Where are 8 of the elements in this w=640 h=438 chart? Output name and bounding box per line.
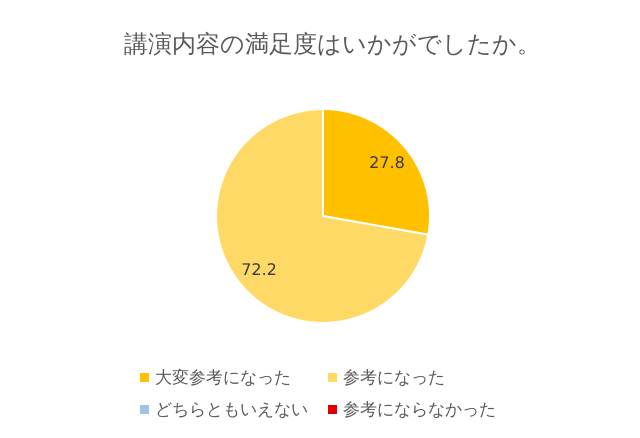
data-label: 27.8 xyxy=(369,152,405,172)
legend-label: どちらともいえない xyxy=(155,398,308,420)
legend-label: 参考になった xyxy=(343,366,445,388)
data-label: 72.2 xyxy=(241,260,277,280)
pie-slice xyxy=(215,108,430,324)
legend-label: 参考にならなかった xyxy=(343,398,496,420)
chart-title: 講演内容の満足度はいかがでしたか。 xyxy=(123,29,542,60)
legend-label: 大変参考になった xyxy=(155,366,291,388)
